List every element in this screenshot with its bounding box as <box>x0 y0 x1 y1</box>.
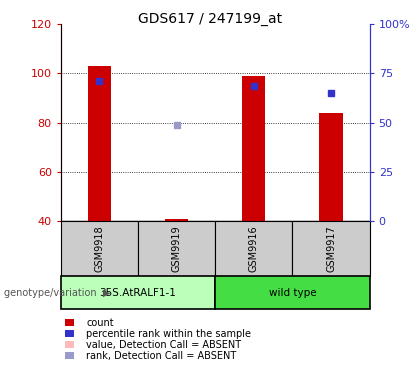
Text: GDS617 / 247199_at: GDS617 / 247199_at <box>138 12 282 26</box>
Text: value, Detection Call = ABSENT: value, Detection Call = ABSENT <box>86 340 241 350</box>
Bar <box>88 66 111 221</box>
Text: genotype/variation  ▶: genotype/variation ▶ <box>4 288 110 298</box>
Text: 35S.AtRALF1-1: 35S.AtRALF1-1 <box>100 288 176 298</box>
Bar <box>242 76 265 221</box>
Bar <box>320 113 343 221</box>
Text: wild type: wild type <box>269 288 316 298</box>
Bar <box>215 276 370 309</box>
Text: percentile rank within the sample: percentile rank within the sample <box>86 329 251 339</box>
Bar <box>292 221 370 276</box>
Text: GSM9918: GSM9918 <box>94 225 105 272</box>
Bar <box>61 221 138 276</box>
Text: GSM9916: GSM9916 <box>249 225 259 272</box>
Bar <box>215 221 292 276</box>
Text: GSM9917: GSM9917 <box>326 225 336 272</box>
Bar <box>165 219 188 221</box>
Text: count: count <box>86 318 114 328</box>
Text: GSM9919: GSM9919 <box>172 225 182 272</box>
Bar <box>138 221 215 276</box>
Bar <box>61 276 215 309</box>
Text: rank, Detection Call = ABSENT: rank, Detection Call = ABSENT <box>86 351 236 361</box>
